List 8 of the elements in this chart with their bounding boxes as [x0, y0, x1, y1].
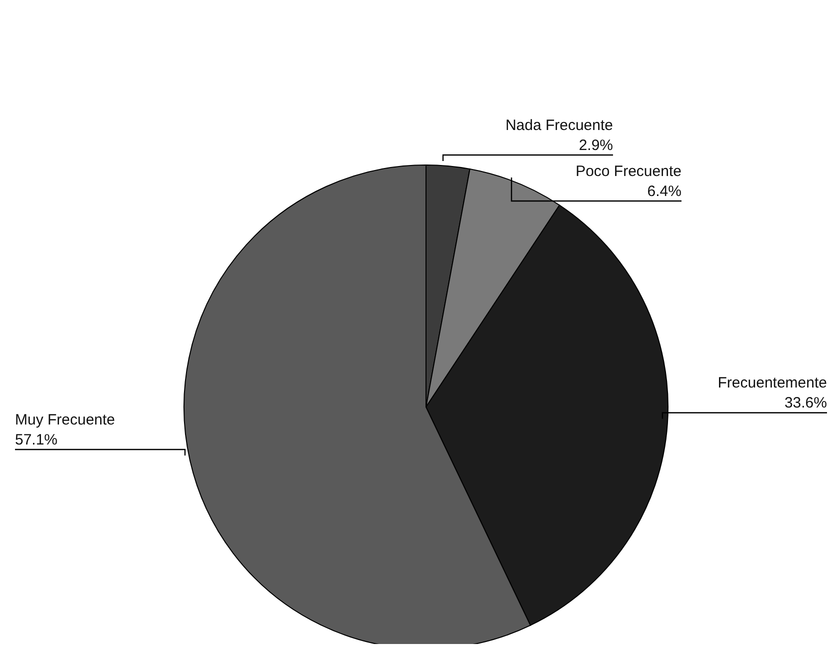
data-label: 2.9%: [578, 137, 614, 154]
slice-label: Nada Frecuente: [505, 117, 614, 134]
slice-label: Frecuentemente: [718, 374, 827, 392]
slice-label: Poco Frecuente: [576, 163, 682, 180]
data-label: 57.1%: [14, 432, 58, 449]
slice-label: Muy Frecuente: [14, 412, 116, 429]
data-label: 33.6%: [784, 394, 827, 412]
data-label: 6.4%: [647, 183, 682, 200]
